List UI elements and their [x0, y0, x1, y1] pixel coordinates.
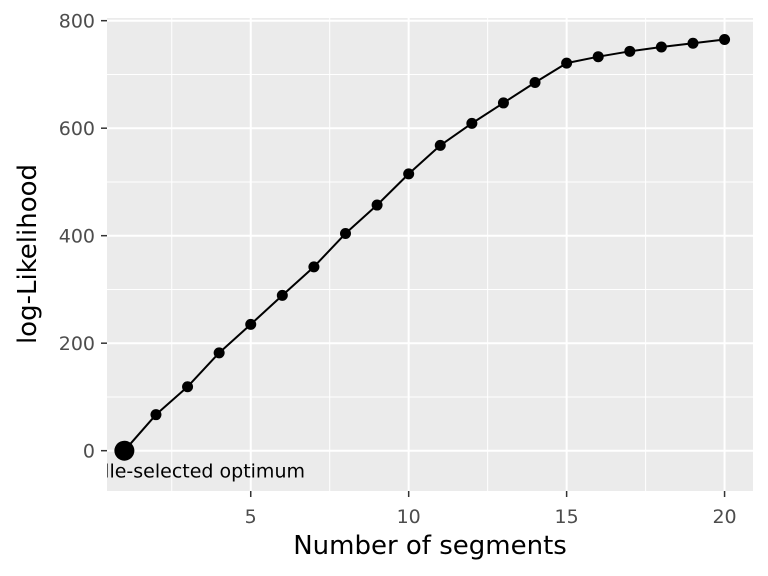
- x-tick-label: 5: [245, 506, 257, 528]
- data-point: [403, 168, 415, 180]
- data-point: [371, 199, 383, 211]
- y-tick-label: 800: [59, 11, 95, 33]
- series-layer: [114, 34, 731, 461]
- x-tick-label: 20: [712, 506, 736, 528]
- data-point: [655, 41, 667, 53]
- data-point: [339, 228, 351, 240]
- major-gridlines: [107, 18, 753, 491]
- y-tick-label: 400: [59, 226, 95, 248]
- data-point: [624, 45, 636, 57]
- minor-gridlines: [107, 18, 753, 491]
- y-tick-label: 0: [83, 441, 95, 463]
- data-point: [466, 117, 478, 129]
- data-point: [276, 289, 288, 301]
- data-point: [561, 57, 573, 69]
- data-point: [497, 97, 509, 109]
- data-point: [308, 261, 320, 273]
- data-point: [182, 381, 194, 393]
- data-point: [150, 409, 162, 421]
- y-tick-label: 600: [59, 118, 95, 140]
- data-point: [719, 34, 731, 45]
- data-point: [245, 318, 257, 330]
- data-point: [687, 37, 699, 49]
- optimum-annotation: Lavielle-selected optimum: [54, 461, 305, 483]
- annotation-layer: Lavielle-selected optimum: [54, 461, 305, 483]
- data-point: [434, 139, 446, 151]
- x-axis-title: Number of segments: [293, 531, 567, 561]
- y-tick-label: 200: [59, 333, 95, 355]
- plot-panel: [107, 18, 753, 491]
- optimum-point: [114, 440, 135, 461]
- data-point: [592, 51, 604, 63]
- data-point: [529, 77, 541, 88]
- y-axis-title: log-Likelihood: [13, 164, 43, 344]
- x-tick-label: 10: [397, 506, 421, 528]
- axis-ticks: [101, 19, 726, 497]
- data-point: [213, 347, 225, 359]
- x-tick-label: 15: [555, 506, 579, 528]
